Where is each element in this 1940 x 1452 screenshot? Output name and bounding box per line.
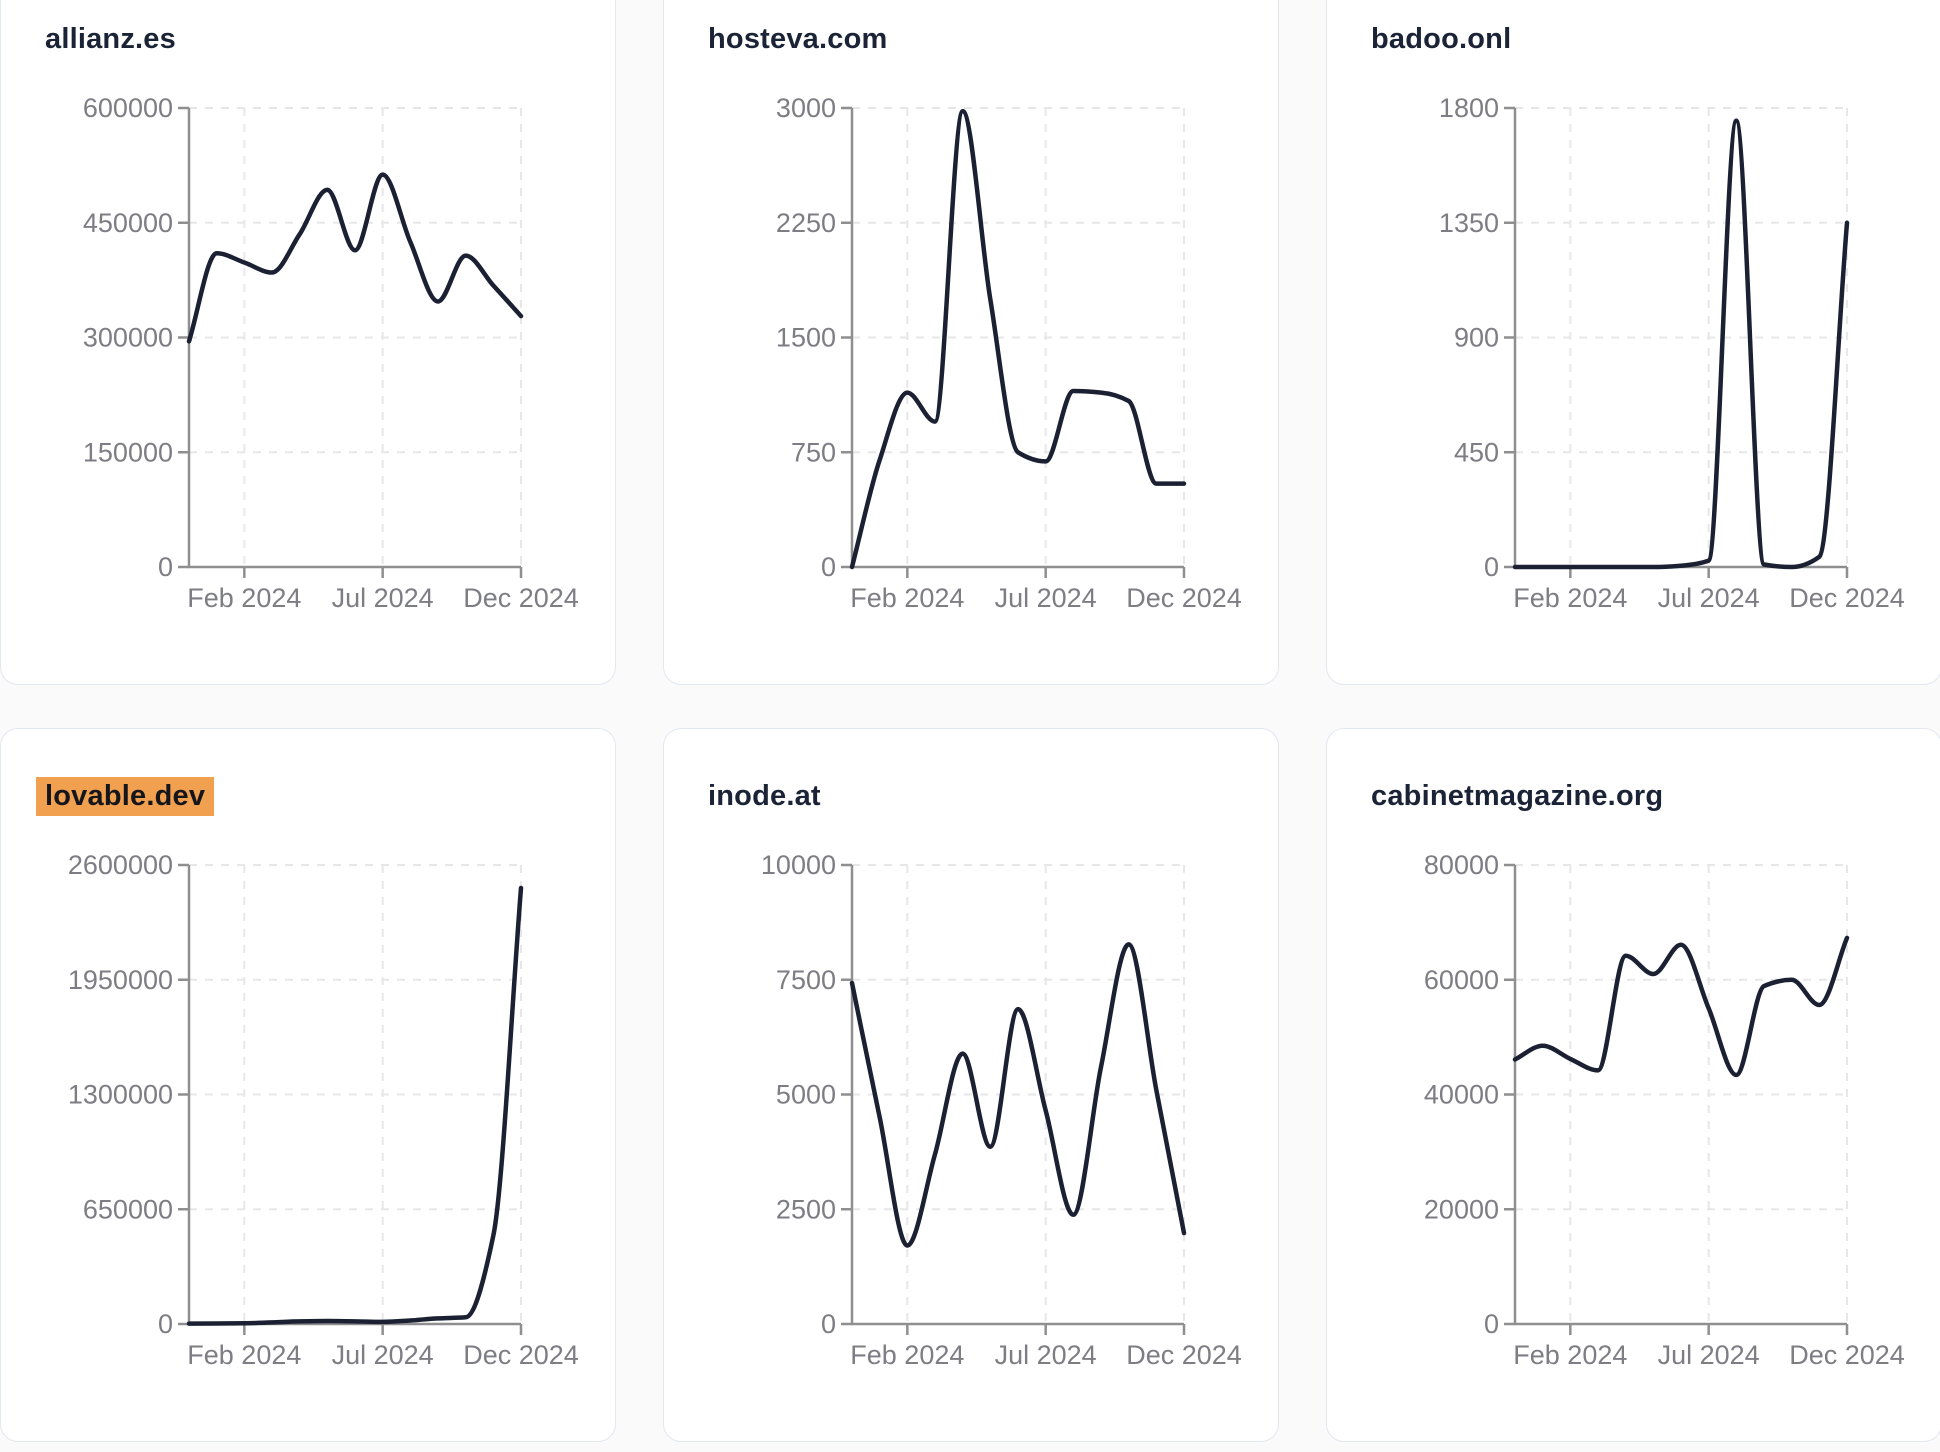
chart-title[interactable]: hosteva.com xyxy=(708,22,888,57)
line-chart: 0 2500 5000 7500 10000 Feb 2024 Jul 2024 Dec 20… xyxy=(761,850,1242,1370)
chart-card: badoo.onl 0 450 900 1350 1800 Feb 2024 Jul 202… xyxy=(1326,0,1940,685)
line-chart: 0 150000 300000 450000 600000 Feb 2024 Jul 202… xyxy=(83,93,579,613)
svg-text:600000: 600000 xyxy=(83,93,173,123)
domain-name-label[interactable]: allianz.es xyxy=(45,23,176,55)
domain-name-label[interactable]: cabinetmagazine.org xyxy=(1371,780,1664,812)
svg-text:1500: 1500 xyxy=(776,323,836,353)
svg-text:900: 900 xyxy=(1454,323,1499,353)
svg-text:Dec 2024: Dec 2024 xyxy=(1126,583,1242,613)
chart-card: inode.at 0 2500 5000 7500 10000 Feb 2024 Jul 2… xyxy=(663,728,1279,1442)
svg-text:10000: 10000 xyxy=(761,850,836,880)
svg-text:Dec 2024: Dec 2024 xyxy=(463,583,579,613)
svg-text:2500: 2500 xyxy=(776,1194,836,1224)
svg-text:0: 0 xyxy=(821,552,836,582)
chart-title[interactable]: cabinetmagazine.org xyxy=(1371,779,1663,814)
svg-text:Dec 2024: Dec 2024 xyxy=(463,1340,579,1370)
domain-name-label[interactable]: hosteva.com xyxy=(708,23,888,55)
line-chart: 0 450 900 1350 1800 Feb 2024 Jul 2024 Dec 2024 xyxy=(1439,93,1905,613)
svg-text:7500: 7500 xyxy=(776,965,836,995)
svg-text:Jul 2024: Jul 2024 xyxy=(332,1340,434,1370)
domain-name-label[interactable]: inode.at xyxy=(708,780,821,812)
svg-text:5000: 5000 xyxy=(776,1080,836,1110)
chart-card: allianz.es 0 150000 300000 450000 600000 Feb … xyxy=(0,0,616,685)
svg-text:Feb 2024: Feb 2024 xyxy=(1513,583,1627,613)
svg-text:3000: 3000 xyxy=(776,93,836,123)
domain-name-label[interactable]: badoo.onl xyxy=(1371,23,1512,55)
line-chart: 0 750 1500 2250 3000 Feb 2024 Jul 2024 Dec 2024 xyxy=(776,93,1242,613)
svg-text:0: 0 xyxy=(158,1309,173,1339)
svg-text:Feb 2024: Feb 2024 xyxy=(850,583,964,613)
svg-text:60000: 60000 xyxy=(1424,965,1499,995)
svg-text:0: 0 xyxy=(1484,1309,1499,1339)
svg-text:0: 0 xyxy=(1484,552,1499,582)
svg-text:1300000: 1300000 xyxy=(68,1080,173,1110)
svg-text:450: 450 xyxy=(1454,437,1499,467)
svg-text:Jul 2024: Jul 2024 xyxy=(995,583,1097,613)
svg-text:650000: 650000 xyxy=(83,1194,173,1224)
svg-text:Jul 2024: Jul 2024 xyxy=(1658,1340,1760,1370)
svg-text:1800: 1800 xyxy=(1439,93,1499,123)
svg-text:450000: 450000 xyxy=(83,208,173,238)
svg-text:0: 0 xyxy=(158,552,173,582)
chart-title[interactable]: lovable.dev xyxy=(36,777,215,816)
svg-text:40000: 40000 xyxy=(1424,1080,1499,1110)
chart-card: lovable.dev 0 650000 1300000 1950000 2600000… xyxy=(0,728,616,1442)
chart-card: hosteva.com 0 750 1500 2250 3000 Feb 2024 Jul … xyxy=(663,0,1279,685)
svg-text:1950000: 1950000 xyxy=(68,965,173,995)
chart-title[interactable]: allianz.es xyxy=(45,22,176,57)
svg-text:Feb 2024: Feb 2024 xyxy=(187,1340,301,1370)
svg-text:2250: 2250 xyxy=(776,208,836,238)
svg-text:150000: 150000 xyxy=(83,437,173,467)
svg-text:Dec 2024: Dec 2024 xyxy=(1789,1340,1905,1370)
svg-text:750: 750 xyxy=(791,437,836,467)
svg-text:Feb 2024: Feb 2024 xyxy=(850,1340,964,1370)
svg-text:Feb 2024: Feb 2024 xyxy=(1513,1340,1627,1370)
svg-text:1350: 1350 xyxy=(1439,208,1499,238)
line-chart: 0 20000 40000 60000 80000 Feb 2024 Jul 2024 Dec… xyxy=(1424,850,1905,1370)
chart-title[interactable]: inode.at xyxy=(708,779,821,814)
svg-text:Feb 2024: Feb 2024 xyxy=(187,583,301,613)
svg-text:80000: 80000 xyxy=(1424,850,1499,880)
line-chart: 0 650000 1300000 1950000 2600000 Feb 2024 Jul … xyxy=(68,850,579,1370)
svg-text:0: 0 xyxy=(821,1309,836,1339)
svg-text:300000: 300000 xyxy=(83,323,173,353)
svg-text:Jul 2024: Jul 2024 xyxy=(332,583,434,613)
chart-title[interactable]: badoo.onl xyxy=(1371,22,1511,57)
svg-text:2600000: 2600000 xyxy=(68,850,173,880)
svg-text:Dec 2024: Dec 2024 xyxy=(1126,1340,1242,1370)
svg-text:Jul 2024: Jul 2024 xyxy=(1658,583,1760,613)
chart-card: cabinetmagazine.org 0 20000 40000 60000 8000… xyxy=(1326,728,1940,1442)
svg-text:20000: 20000 xyxy=(1424,1194,1499,1224)
svg-text:Dec 2024: Dec 2024 xyxy=(1789,583,1905,613)
svg-text:Jul 2024: Jul 2024 xyxy=(995,1340,1097,1370)
domain-name-label[interactable]: lovable.dev xyxy=(36,777,215,816)
